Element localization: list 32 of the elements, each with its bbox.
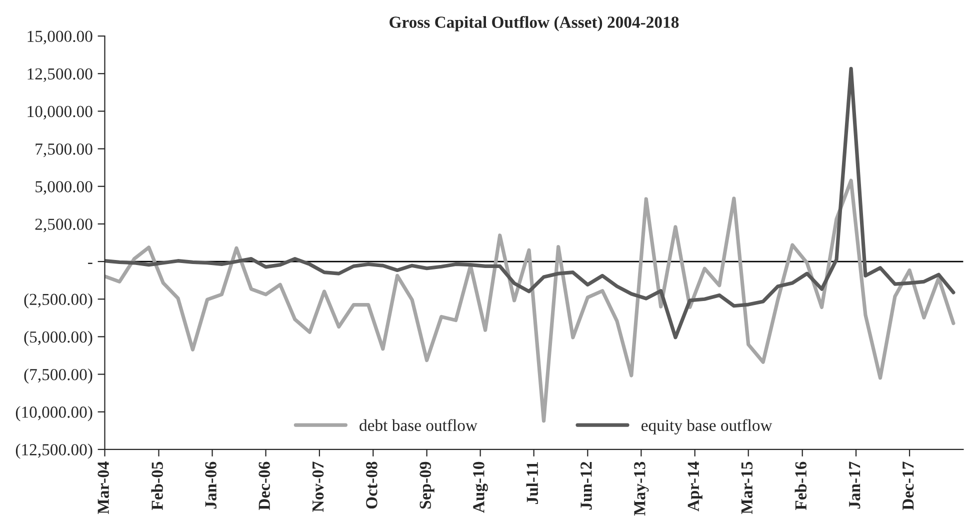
x-tick-label: May-13: [634, 462, 649, 516]
y-tick-label: 2,500.00: [35, 218, 92, 232]
x-tick-label: Feb-05: [151, 462, 163, 510]
x-tick-label: Jul-11: [526, 462, 538, 504]
y-tick-label: -: [88, 262, 92, 264]
x-tick-label: Mar-15: [741, 462, 753, 514]
line-series: [104, 66, 956, 340]
legend-label: equity base outflow: [641, 419, 772, 434]
x-tick-label: Dec-17: [902, 462, 914, 510]
x-tick-label: Aug-10: [473, 462, 488, 513]
y-tick-label: (7,500.00): [24, 368, 92, 384]
y-tick-label: 10,000.00: [28, 106, 92, 120]
x-tick-label: Dec-06: [258, 462, 270, 510]
y-tick-label: 5,000.00: [36, 181, 92, 195]
x-tick-label: Feb-16: [794, 462, 807, 510]
chart-title: Gross Capital Outflow (Asset) 2004-2018: [390, 16, 679, 32]
x-tick-label: Jun-12: [580, 462, 592, 510]
legend-label: debt base outflow: [360, 419, 478, 432]
x-tick-label: Sep-09: [420, 462, 434, 509]
x-tick-label: Oct-08: [366, 462, 378, 509]
y-tick-label: 15,000.00: [28, 30, 92, 44]
x-tick-label: Mar-04: [98, 462, 109, 514]
y-tick-label: 7,500.00: [36, 143, 92, 158]
x-tick-label: Nov-07: [312, 462, 324, 512]
y-tick-label: (5,000.00): [24, 330, 92, 346]
x-tick-label: Jan-17: [849, 462, 860, 509]
x-tick-label: Apr-14: [688, 462, 702, 512]
y-tick-label: (2,500.00): [24, 293, 92, 308]
y-tick-label: (10,000.00): [16, 406, 92, 422]
x-tick-label: Jan-06: [205, 462, 216, 509]
y-tick-label: (12,500.00): [16, 444, 92, 459]
y-tick-label: 12,500.00: [28, 68, 92, 82]
